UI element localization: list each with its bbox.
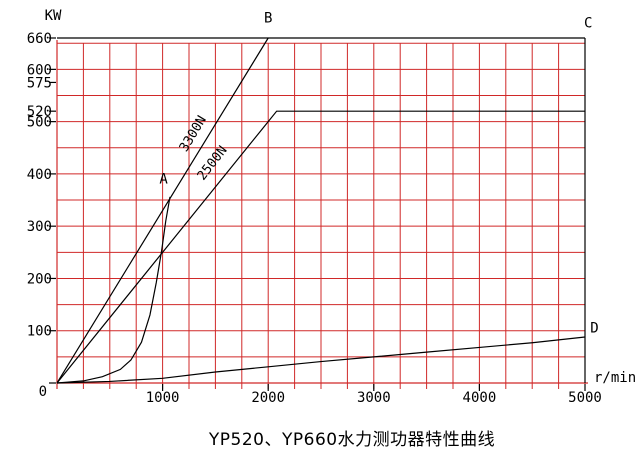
- y-tick-label: 575: [27, 75, 52, 91]
- curve-full-water-charge-curve-o-to-a-: [56, 196, 171, 384]
- x-tick-label: 4000: [463, 390, 497, 406]
- y-tick-label: 660: [27, 31, 52, 47]
- y-tick-label: 300: [27, 219, 52, 235]
- curve-3300n-constant-torque-line-o-b-: [56, 37, 269, 384]
- x-tick-label: 5000: [568, 390, 602, 406]
- x-tick-label: 1000: [146, 390, 180, 406]
- annotation-3300n: 3300N: [177, 113, 210, 154]
- x-tick-label: 2000: [251, 390, 285, 406]
- y-tick-label: 400: [27, 167, 52, 183]
- y-tick-label: 520: [27, 104, 52, 120]
- y-axis-unit-label: KW: [45, 8, 62, 24]
- x-axis-unit-label: r/min: [594, 370, 636, 386]
- annotation-b: B: [264, 10, 272, 26]
- y-tick-label: 100: [27, 324, 52, 340]
- annotation-d: D: [590, 320, 598, 336]
- curve-minimum-absorbed-power-curve-o-to-d-: [56, 336, 586, 384]
- y-tick-label: 500: [27, 115, 52, 131]
- y-tick-label: 0: [39, 384, 47, 400]
- chart-title: YP520、YP660水力测功器特性曲线: [208, 430, 495, 450]
- x-tick-label: 3000: [357, 390, 391, 406]
- y-tick-label: 200: [27, 271, 52, 287]
- annotation-a: A: [159, 171, 168, 187]
- y-tick-label: 600: [27, 62, 52, 78]
- annotation-c: C: [584, 16, 592, 32]
- curve-2500n-constant-torque-line-with-520-kw-limit: [56, 110, 585, 384]
